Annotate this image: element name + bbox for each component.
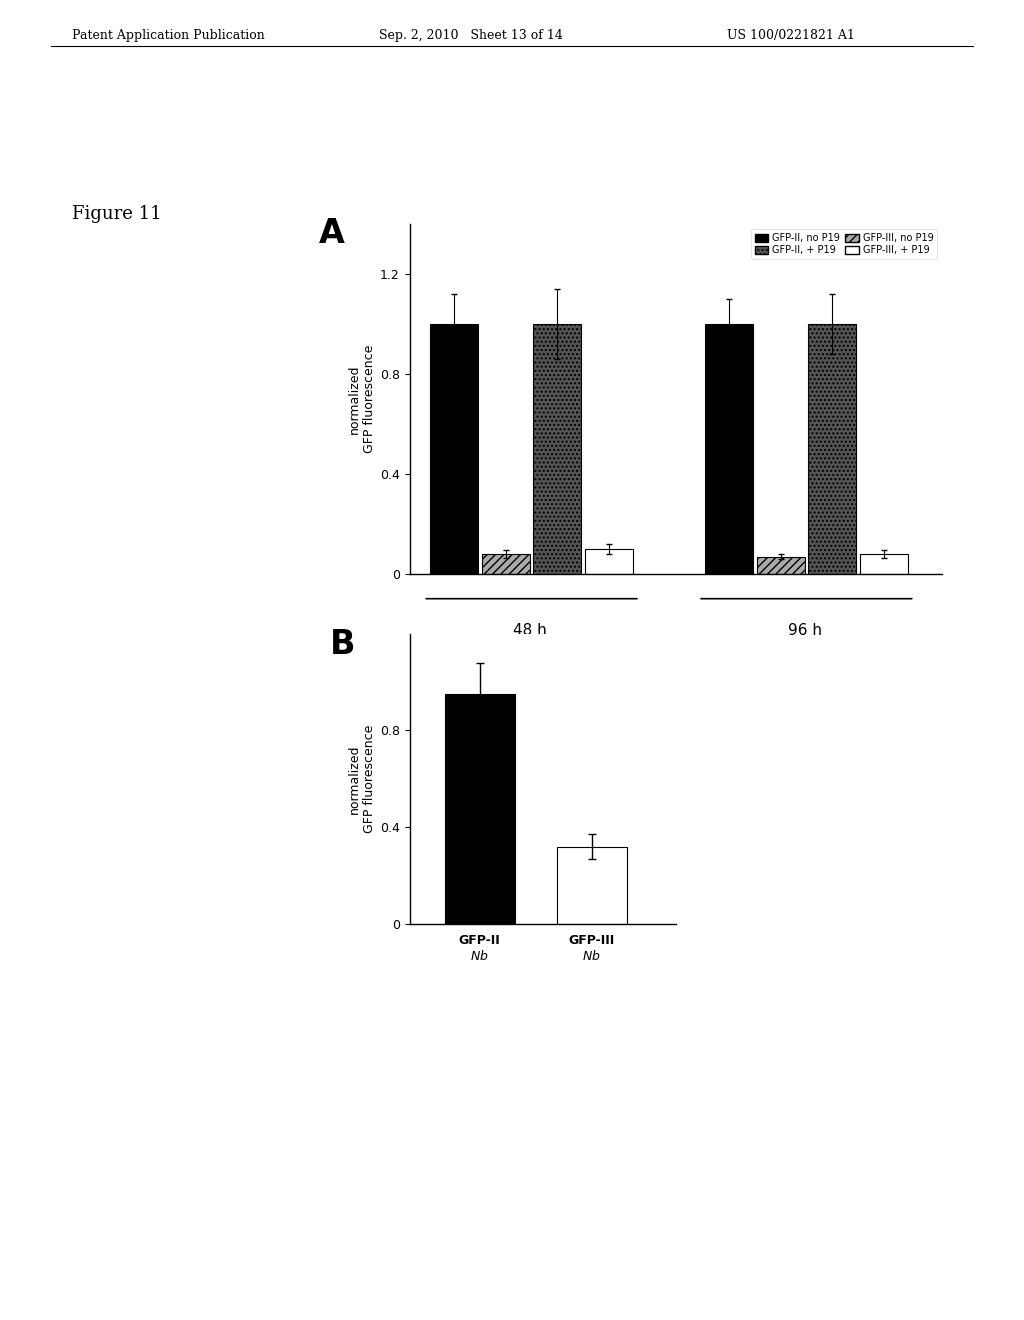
Bar [757, 557, 805, 574]
Y-axis label: normalized
GFP fluorescence: normalized GFP fluorescence [348, 725, 376, 833]
Text: Patent Application Publication: Patent Application Publication [72, 29, 264, 42]
Text: B: B [330, 628, 355, 661]
Text: 96 h: 96 h [787, 623, 821, 638]
Bar [808, 325, 856, 574]
Bar [481, 554, 529, 574]
Bar [859, 554, 907, 574]
Text: US 100/0221821 A1: US 100/0221821 A1 [727, 29, 855, 42]
Y-axis label: normalized
GFP fluorescence: normalized GFP fluorescence [348, 345, 376, 454]
Bar [444, 694, 515, 924]
Bar [706, 325, 753, 574]
Bar [430, 325, 478, 574]
Text: Sep. 2, 2010   Sheet 13 of 14: Sep. 2, 2010 Sheet 13 of 14 [379, 29, 563, 42]
Bar [534, 325, 582, 574]
Bar [557, 846, 627, 924]
Text: A: A [319, 218, 345, 251]
Bar [585, 549, 633, 574]
Text: 48 h: 48 h [513, 623, 547, 638]
Legend: GFP-II, no P19, GFP-II, + P19, GFP-III, no P19, GFP-III, + P19: GFP-II, no P19, GFP-II, + P19, GFP-III, … [751, 230, 937, 259]
Text: Figure 11: Figure 11 [72, 205, 162, 223]
